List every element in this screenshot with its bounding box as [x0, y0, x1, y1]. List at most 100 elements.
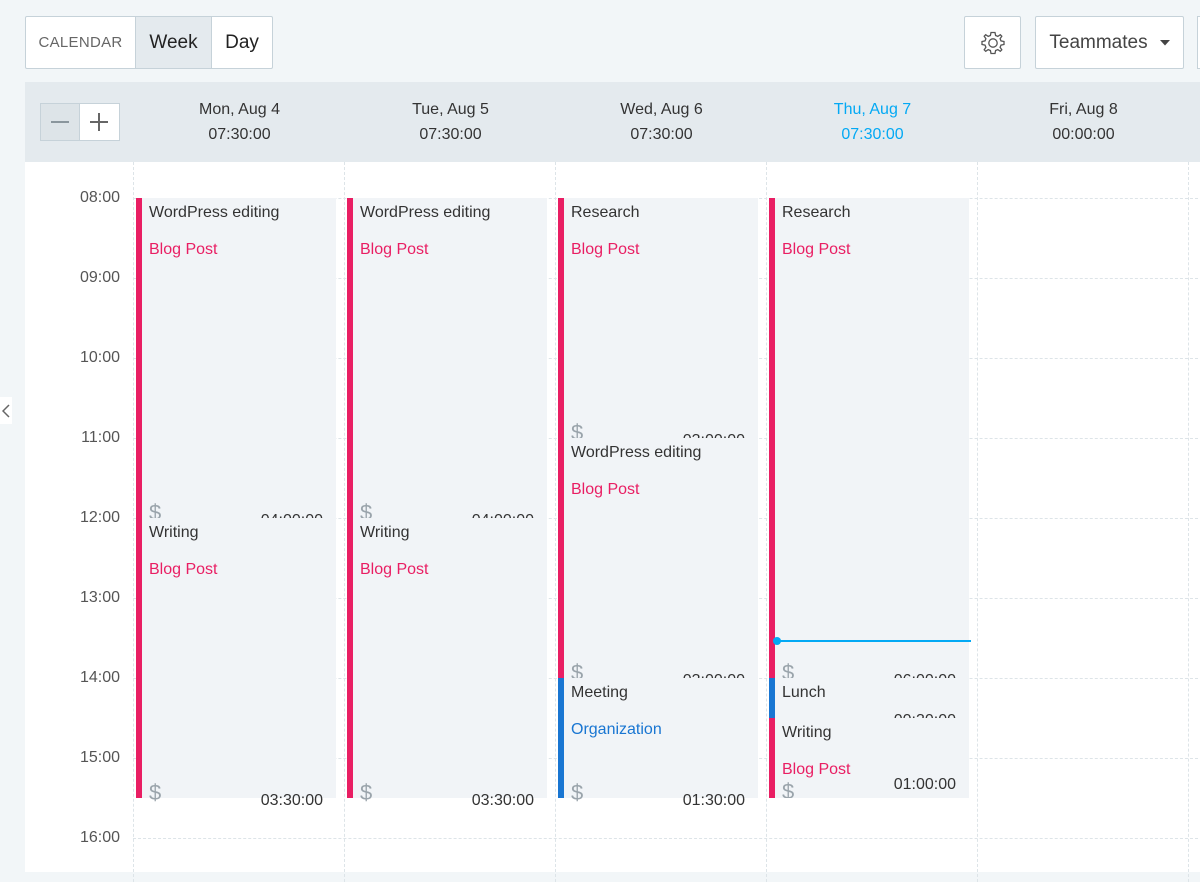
entry-description: Writing	[782, 724, 832, 741]
entry-description: WordPress editing	[571, 444, 702, 461]
calendar-view-label[interactable]: CALENDAR	[26, 17, 136, 68]
day-separator	[977, 162, 978, 882]
collapse-sidebar-button[interactable]	[0, 397, 12, 424]
billable-dollar-icon[interactable]: $	[149, 780, 162, 805]
time-entry[interactable]: Writing Blog Post $ 03:30:00	[347, 518, 547, 809]
entry-description: Meeting	[571, 684, 628, 701]
week-view-button[interactable]: Week	[136, 17, 212, 68]
current-time-line	[777, 640, 971, 642]
calendar-header: Mon, Aug 4 07:30:00 Tue, Aug 5 07:30:00 …	[25, 82, 1200, 162]
entry-description: Lunch	[782, 684, 826, 701]
entry-project: Blog Post	[360, 561, 429, 578]
zoom-out-button[interactable]	[40, 103, 80, 141]
day-header-thu[interactable]: Thu, Aug 7 07:30:00	[767, 82, 978, 162]
chevron-left-icon	[2, 403, 10, 418]
current-time-dot	[773, 637, 781, 645]
day-header-fri[interactable]: Fri, Aug 8 00:00:00	[978, 82, 1189, 162]
billable-dollar-icon[interactable]: $	[571, 780, 584, 805]
day-total: 07:30:00	[841, 126, 904, 143]
entry-description: Research	[782, 204, 851, 221]
project-color-bar	[769, 678, 775, 718]
entry-description: WordPress editing	[149, 204, 280, 221]
time-entry[interactable]: WordPress editing Blog Post $ 04:00:00	[136, 198, 336, 529]
project-color-bar	[558, 198, 564, 438]
time-grid: 08:00 09:00 10:00 11:00 12:00 13:00 14:0…	[25, 162, 1200, 882]
entry-description: Research	[571, 204, 640, 221]
hour-label: 08:00	[79, 189, 120, 206]
hour-label: 10:00	[79, 349, 120, 366]
day-header-tue[interactable]: Tue, Aug 5 07:30:00	[345, 82, 556, 162]
entry-project: Blog Post	[571, 481, 640, 498]
time-entry[interactable]: Research Blog Post $ 03:00:00	[558, 198, 758, 449]
zoom-in-button[interactable]	[80, 103, 120, 141]
entry-project: Blog Post	[782, 241, 851, 258]
entry-description: WordPress editing	[360, 204, 491, 221]
project-color-bar	[769, 718, 775, 798]
hour-label: 14:00	[79, 669, 120, 686]
hour-label: 11:00	[81, 429, 120, 446]
view-switcher: CALENDAR Week Day	[25, 16, 273, 69]
entry-project: Blog Post	[782, 761, 851, 778]
hour-label: 09:00	[79, 269, 120, 286]
entry-project: Blog Post	[149, 241, 218, 258]
day-label: Thu, Aug 7	[833, 101, 912, 118]
day-label: Mon, Aug 4	[199, 101, 280, 118]
day-separator	[344, 162, 345, 882]
hour-label: 16:00	[79, 829, 120, 846]
hour-line	[133, 838, 1200, 839]
day-label: Tue, Aug 5	[412, 101, 489, 118]
time-entry[interactable]: Research Blog Post $ 06:00:00	[769, 198, 969, 689]
hour-label: 12:00	[79, 509, 120, 526]
toolbar-edge-button[interactable]	[1197, 16, 1200, 69]
week-calendar: Mon, Aug 4 07:30:00 Tue, Aug 5 07:30:00 …	[25, 82, 1200, 882]
entry-project: Blog Post	[571, 241, 640, 258]
time-entry[interactable]: Meeting Organization $ 01:30:00	[558, 678, 758, 809]
day-separator	[555, 162, 556, 882]
entry-description: Writing	[149, 524, 199, 541]
gear-icon	[980, 31, 1005, 54]
project-color-bar	[347, 198, 353, 518]
day-header-wed[interactable]: Wed, Aug 6 07:30:00	[556, 82, 767, 162]
project-color-bar	[558, 678, 564, 798]
project-color-bar	[769, 198, 775, 678]
day-separator	[766, 162, 767, 882]
time-entry[interactable]: Lunch 00:30:00	[769, 678, 969, 729]
project-color-bar	[136, 518, 142, 798]
settings-button[interactable]	[964, 16, 1021, 69]
billable-dollar-icon[interactable]: $	[782, 779, 795, 798]
entry-duration: 01:30:00	[682, 792, 745, 809]
entry-project: Blog Post	[360, 241, 429, 258]
entry-duration: 03:30:00	[471, 792, 534, 809]
day-view-button[interactable]: Day	[225, 31, 259, 53]
project-color-bar	[347, 518, 353, 798]
zoom-controls	[40, 103, 120, 141]
time-entry[interactable]: Writing Blog Post $ 01:00:00	[769, 718, 969, 798]
day-total: 00:00:00	[1052, 126, 1115, 143]
project-color-bar	[136, 198, 142, 518]
hour-label: 13:00	[79, 589, 120, 606]
day-header-mon[interactable]: Mon, Aug 4 07:30:00	[134, 82, 345, 162]
entry-description: Writing	[360, 524, 410, 541]
minus-icon	[51, 121, 69, 123]
day-label: Fri, Aug 8	[1049, 101, 1118, 118]
entry-duration: 03:30:00	[260, 792, 323, 809]
caret-down-icon	[1159, 39, 1170, 45]
entry-project: Blog Post	[149, 561, 218, 578]
billable-dollar-icon[interactable]: $	[360, 780, 373, 805]
time-entry[interactable]: Writing Blog Post $ 03:30:00	[136, 518, 336, 809]
teammates-dropdown[interactable]: Teammates	[1035, 16, 1184, 69]
day-separator	[1188, 162, 1189, 882]
time-entry[interactable]: WordPress editing Blog Post $ 03:00:00	[558, 438, 758, 689]
day-total: 07:30:00	[419, 126, 482, 143]
day-total: 07:30:00	[630, 126, 693, 143]
plus-icon	[90, 113, 108, 131]
day-total: 07:30:00	[208, 126, 271, 143]
day-separator	[133, 162, 134, 882]
time-entry[interactable]: WordPress editing Blog Post $ 04:00:00	[347, 198, 547, 529]
day-label: Wed, Aug 6	[620, 101, 703, 118]
hour-label: 15:00	[79, 749, 120, 766]
project-color-bar	[558, 438, 564, 678]
entry-project: Organization	[571, 721, 662, 738]
teammates-label: Teammates	[1049, 31, 1148, 53]
entry-duration: 01:00:00	[893, 776, 956, 793]
